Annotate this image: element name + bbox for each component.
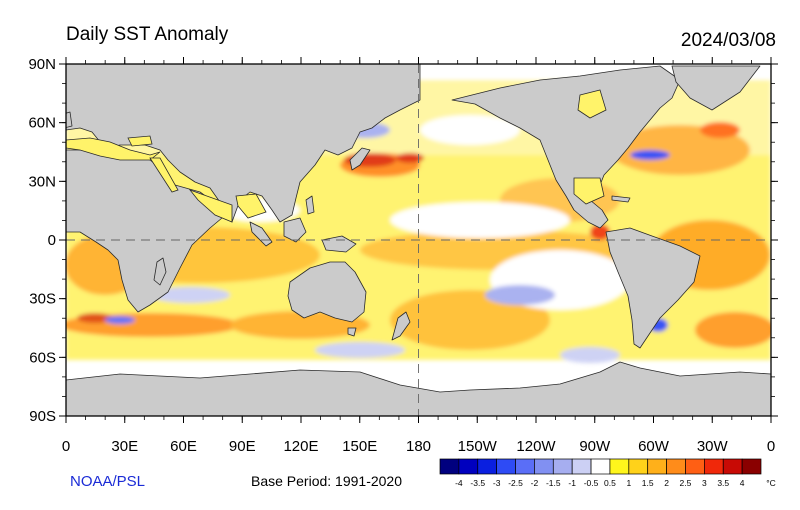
legend-label: 3.5 (717, 478, 729, 488)
legend-swatch (458, 458, 479, 475)
legend-label: -2 (531, 478, 539, 488)
lon-label: 150W (458, 438, 498, 455)
legend-label: 4 (740, 478, 745, 488)
land-philippines (305, 195, 315, 215)
land-madagascar (153, 257, 167, 286)
map-date: 2024/03/08 (680, 30, 776, 51)
sea-black (127, 135, 153, 147)
color-legend: -4 -3.5 -3 -2.5 -2 -1.5 -1 -0.5 0.5 1 1.5 2 2.5 3 3.5 4… (439, 458, 776, 488)
legend-label: -4 (455, 478, 463, 488)
legend-label: 0.5 (604, 478, 616, 488)
land-masses (66, 64, 771, 416)
legend-label: 1 (626, 478, 631, 488)
lat-label: 30N (28, 173, 56, 190)
sea-gulf-of-mexico (573, 177, 605, 205)
legend-label: 1.5 (642, 478, 654, 488)
legend-swatch (741, 458, 762, 475)
legend-swatch (571, 458, 592, 475)
lon-label: 60E (170, 438, 197, 455)
lon-label: 0 (767, 438, 775, 455)
sea-mediterranean (66, 137, 161, 161)
legend-label: 3 (702, 478, 707, 488)
legend-swatch (439, 458, 460, 475)
legend-label: -3 (493, 478, 501, 488)
credit-label: NOAA/PSL (70, 473, 146, 490)
legend-swatch (722, 458, 743, 475)
legend-swatch (515, 458, 535, 475)
legend-swatch (590, 458, 611, 475)
map-title: Daily SST Anomaly (66, 24, 229, 45)
lon-label: 30W (697, 438, 729, 455)
legend-swatch (609, 458, 630, 475)
lon-label: 0 (62, 438, 70, 455)
lat-label: 60S (29, 349, 56, 366)
legend-label: -2.5 (508, 478, 523, 488)
lon-label: 90E (229, 438, 256, 455)
legend-swatch (477, 458, 497, 475)
latitude-axis: 90N 60N 30N 0 30S 60S 90S (28, 56, 778, 425)
land-new-guinea (321, 235, 357, 253)
land-antarctica (66, 361, 771, 416)
legend-swatch (496, 458, 516, 475)
lon-label: 60W (638, 438, 670, 455)
legend-label: -1.5 (546, 478, 561, 488)
land-uk (66, 111, 73, 128)
land-tasmania (347, 327, 357, 337)
inland-seas (66, 89, 607, 223)
land-australia (287, 261, 367, 323)
lat-label: 90N (28, 56, 56, 73)
land-borneo (283, 217, 307, 243)
legend-label: -3.5 (470, 478, 485, 488)
lon-label: 150E (342, 438, 377, 455)
land-japan (349, 147, 371, 171)
lon-label: 120W (516, 438, 556, 455)
land-new-zealand (391, 311, 411, 341)
land-cuba (611, 195, 631, 203)
legend-swatch (666, 458, 686, 475)
base-period-label: Base Period: 1991-2020 (251, 473, 402, 489)
sea-arabian (188, 189, 233, 223)
lat-label: 0 (48, 232, 56, 249)
lon-label: 120E (283, 438, 318, 455)
sea-red (149, 157, 179, 193)
lon-label: 90W (579, 438, 611, 455)
sea-bengal (235, 193, 267, 219)
legend-label: -1 (568, 478, 576, 488)
legend-label: -0.5 (584, 478, 599, 488)
legend-label: 2.5 (680, 478, 692, 488)
land-greenland (671, 65, 761, 111)
legend-swatch (534, 458, 554, 475)
legend-swatch (552, 458, 573, 475)
land-south-america (605, 227, 701, 349)
lat-label: 90S (29, 408, 56, 425)
reference-lines (66, 64, 771, 416)
land-eurasia (66, 64, 421, 223)
legend-label: 2 (664, 478, 669, 488)
lat-label: 30S (29, 291, 56, 308)
legend-swatch (628, 458, 649, 475)
legend-unit: °C (766, 478, 776, 488)
legend-swatch (685, 458, 705, 475)
sea-hudson-bay (577, 89, 607, 119)
longitude-axis: 0 30E 60E 90E 120E 150E 180 150W 120W 90W 60W 30W 0 (62, 57, 775, 455)
lon-label: 30E (111, 438, 138, 455)
lat-label: 60N (28, 115, 56, 132)
legend-swatch (704, 458, 724, 475)
lon-label: 180 (406, 438, 431, 455)
legend-swatch (647, 458, 667, 475)
